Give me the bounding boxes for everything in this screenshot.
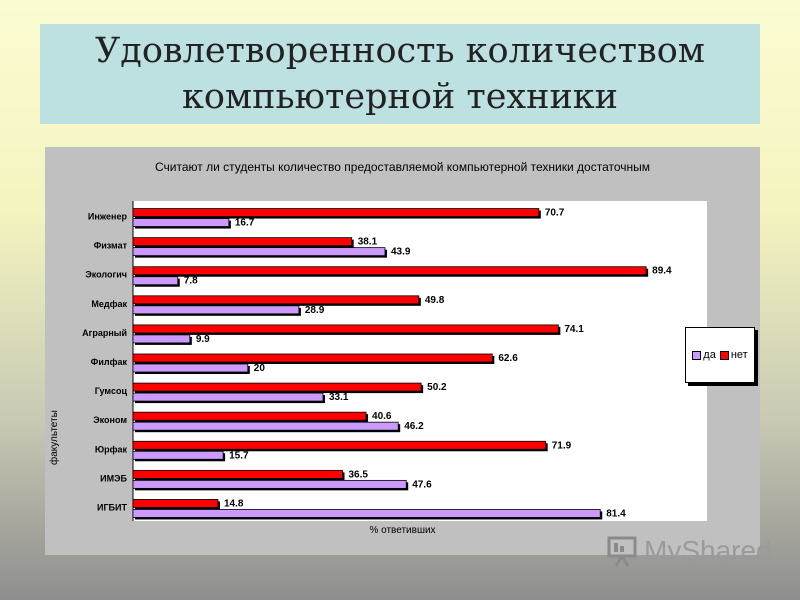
data-label: 50.2 <box>427 382 447 393</box>
category-label: ИГБИТ <box>97 502 128 512</box>
data-label: 20 <box>254 363 266 374</box>
bar-da <box>132 479 407 489</box>
presentation-board-icon <box>607 536 637 567</box>
category-label: Эконом <box>93 415 127 425</box>
data-label: 38.1 <box>358 237 378 248</box>
x-axis-label: % ответивших <box>369 525 436 536</box>
bar-net <box>132 324 559 334</box>
legend-swatch-net <box>719 350 729 360</box>
data-label: 40.6 <box>372 411 392 422</box>
bar-net <box>132 208 540 217</box>
chart-area: Считают ли студенты количество предостав… <box>45 147 760 555</box>
bar-net <box>132 440 547 450</box>
legend-swatch-da <box>692 350 702 360</box>
bar-da <box>132 334 191 344</box>
data-label: 14.8 <box>224 498 244 509</box>
data-label: 81.4 <box>606 508 626 519</box>
legend-label-net: нет <box>730 349 748 361</box>
data-label: 49.8 <box>425 295 445 306</box>
data-label: 70.7 <box>545 208 565 219</box>
slide-title-line1: Удовлетворенность количеством <box>94 31 706 71</box>
bar-net <box>132 237 353 247</box>
bar-chart: Инженер 70.7 16.7 Физмат 38.1 43.9 Экологич 89.… <box>82 201 672 521</box>
bar-da <box>132 509 601 518</box>
bar-da <box>132 218 230 227</box>
bar-da <box>132 276 179 286</box>
data-label: 71.9 <box>552 440 572 451</box>
category-label: Филфак <box>91 357 128 367</box>
data-label: 36.5 <box>349 469 369 480</box>
data-label: 62.6 <box>498 353 518 364</box>
data-label: 74.1 <box>564 324 584 335</box>
category-label: Гумсоц <box>95 386 128 396</box>
category-label: ИМЭБ <box>100 473 127 483</box>
legend-item-da: да <box>692 349 716 361</box>
category-label: Юрфак <box>95 444 128 454</box>
slide-title-box: Удовлетворенность количеством компьютерн… <box>40 24 760 124</box>
bar-net <box>132 295 420 305</box>
data-label: 43.9 <box>391 247 411 258</box>
bar-net <box>132 499 219 508</box>
slide-title-line2: компьютерной техники <box>181 77 619 117</box>
bar-net <box>132 411 367 421</box>
bar-net <box>132 353 493 363</box>
data-label: 15.7 <box>229 450 249 461</box>
watermark: MyShared <box>606 535 772 567</box>
bar-net <box>132 266 647 276</box>
bar-da <box>132 450 224 460</box>
category-label: Экологич <box>85 270 127 280</box>
category-label: Инженер <box>88 212 128 222</box>
bar-da <box>132 247 386 257</box>
data-label: 46.2 <box>404 421 424 432</box>
chart-title: Считают ли студенты количество предостав… <box>154 160 651 174</box>
bar-da <box>132 421 399 431</box>
data-label: 7.8 <box>184 276 198 287</box>
category-label: Медфак <box>91 299 127 309</box>
data-label: 28.9 <box>305 305 325 316</box>
category-label: Физмат <box>94 241 128 251</box>
bar-da <box>132 392 324 402</box>
bar-net <box>132 469 343 479</box>
data-label: 9.9 <box>196 334 210 345</box>
bar-net <box>132 382 422 392</box>
bar-da <box>132 305 300 315</box>
legend-item-net: нет <box>719 349 748 361</box>
data-label: 33.1 <box>329 392 349 403</box>
watermark-text: MyShared <box>644 535 772 566</box>
legend-label-da: да <box>703 349 716 361</box>
legend: да нет <box>685 327 755 383</box>
data-label: 47.6 <box>412 479 432 490</box>
y-axis-label: факультеты <box>49 410 60 465</box>
bar-da <box>132 363 249 373</box>
data-label: 89.4 <box>652 266 672 277</box>
data-label: 16.7 <box>235 218 255 229</box>
category-label: Аграрный <box>82 328 127 338</box>
